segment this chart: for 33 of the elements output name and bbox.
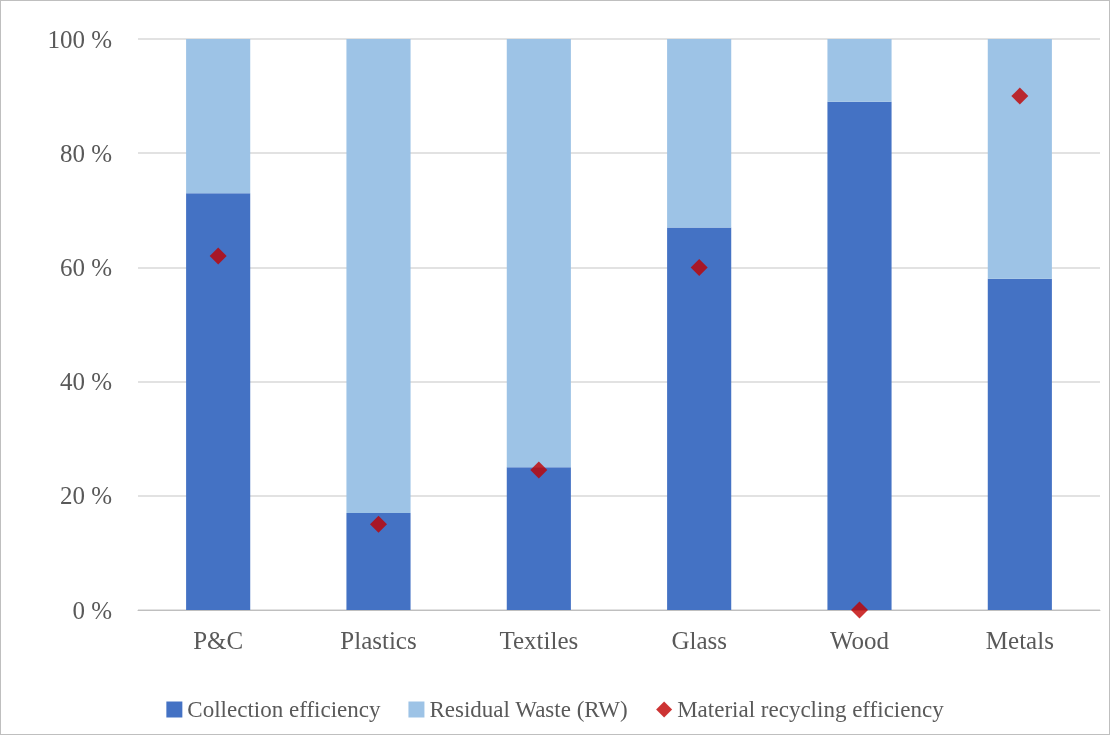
y-tick-label: 20 % (59, 482, 112, 510)
point (370, 515, 387, 533)
bar (667, 39, 732, 228)
bar (987, 39, 1052, 279)
bar (506, 467, 571, 610)
x-tick-label: Glass (671, 627, 727, 654)
bar (827, 39, 892, 102)
point (209, 247, 227, 265)
x-tick-label: Wood (829, 627, 890, 654)
point (851, 601, 868, 619)
y-tick-label: 80 % (59, 139, 112, 167)
bar (987, 278, 1052, 610)
y-tick-label: 40 % (59, 368, 112, 396)
point (690, 258, 708, 276)
x-tick-label: Plastics (340, 627, 417, 654)
point (530, 461, 548, 479)
x-tick-label: Metals (985, 627, 1054, 654)
x-tick-label: P&C (193, 627, 244, 654)
bar (186, 193, 251, 610)
y-tick-label: 0 % (72, 596, 112, 624)
bar (827, 101, 892, 610)
bar (667, 227, 732, 610)
legend-label: Material recycling efficiency (677, 697, 945, 722)
point (1011, 87, 1029, 105)
bar (346, 512, 411, 610)
legend-label: Residual Waste (RW) (429, 697, 628, 722)
legend-label: Collection efficiency (187, 697, 381, 722)
y-tick-label: 60 % (59, 253, 112, 281)
bar (346, 39, 411, 513)
y-tick-label: 100 % (47, 25, 112, 53)
x-tick-label: Textiles (499, 627, 579, 654)
bar (506, 39, 571, 468)
bar (186, 39, 251, 194)
